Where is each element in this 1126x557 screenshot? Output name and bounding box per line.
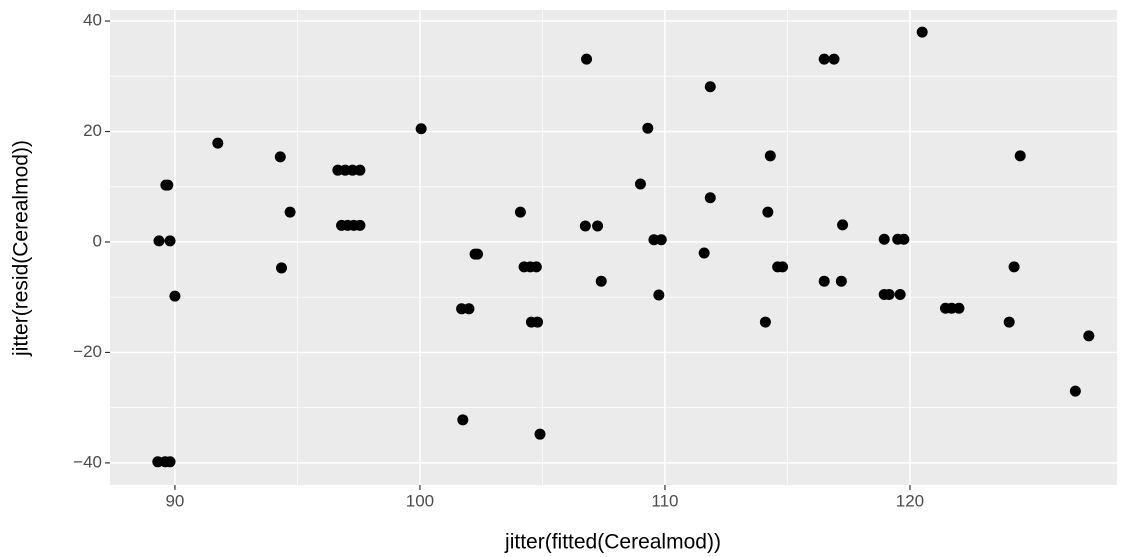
point xyxy=(818,275,830,287)
point xyxy=(472,248,484,260)
point xyxy=(169,290,181,302)
point xyxy=(642,122,654,134)
point xyxy=(212,137,224,149)
point xyxy=(759,316,771,328)
point xyxy=(818,53,830,65)
point xyxy=(837,219,849,231)
point xyxy=(530,261,542,273)
point xyxy=(653,289,665,301)
point xyxy=(592,220,604,232)
point xyxy=(276,262,288,274)
point xyxy=(704,81,716,93)
point xyxy=(534,428,546,440)
point xyxy=(764,150,776,162)
y-tick-label: 20 xyxy=(83,121,102,140)
point xyxy=(581,53,593,65)
y-tick-label: −20 xyxy=(73,342,102,361)
point xyxy=(878,233,890,245)
y-tick-label: 40 xyxy=(83,11,102,30)
x-tick-label: 120 xyxy=(896,491,924,510)
x-tick-label: 100 xyxy=(406,491,434,510)
y-tick-label: −40 xyxy=(73,452,102,471)
points xyxy=(152,26,1095,468)
panel xyxy=(110,10,1117,485)
point xyxy=(634,178,646,190)
point xyxy=(532,316,544,328)
point xyxy=(1069,385,1081,397)
y-tick-label: 0 xyxy=(93,231,102,250)
x-axis-title: jitter(fitted(Cerealmod)) xyxy=(504,531,721,554)
point xyxy=(514,206,526,218)
point xyxy=(457,414,469,426)
point xyxy=(1003,316,1015,328)
point xyxy=(1008,261,1020,273)
point xyxy=(162,179,174,191)
point xyxy=(164,456,176,468)
point xyxy=(655,234,667,246)
y-axis-title: jitter(resid(Cerealmod)) xyxy=(10,140,33,357)
point xyxy=(354,219,366,231)
point xyxy=(898,233,910,245)
point xyxy=(579,220,591,232)
point xyxy=(1014,150,1026,162)
point xyxy=(274,151,286,163)
point xyxy=(828,53,840,65)
point xyxy=(953,302,965,314)
point xyxy=(777,261,789,273)
point xyxy=(762,206,774,218)
point xyxy=(894,288,906,300)
point xyxy=(164,235,176,247)
x-tick-label: 90 xyxy=(165,491,184,510)
point xyxy=(354,164,366,176)
grid xyxy=(110,10,1117,485)
point xyxy=(284,206,296,218)
point xyxy=(153,235,165,247)
point xyxy=(463,303,475,315)
x-tick-label: 110 xyxy=(651,491,678,510)
point xyxy=(1083,330,1095,342)
point xyxy=(883,288,895,300)
point xyxy=(415,123,427,135)
point xyxy=(595,275,607,287)
point xyxy=(698,247,710,259)
point xyxy=(916,26,928,38)
point xyxy=(835,275,847,287)
point xyxy=(704,192,716,204)
